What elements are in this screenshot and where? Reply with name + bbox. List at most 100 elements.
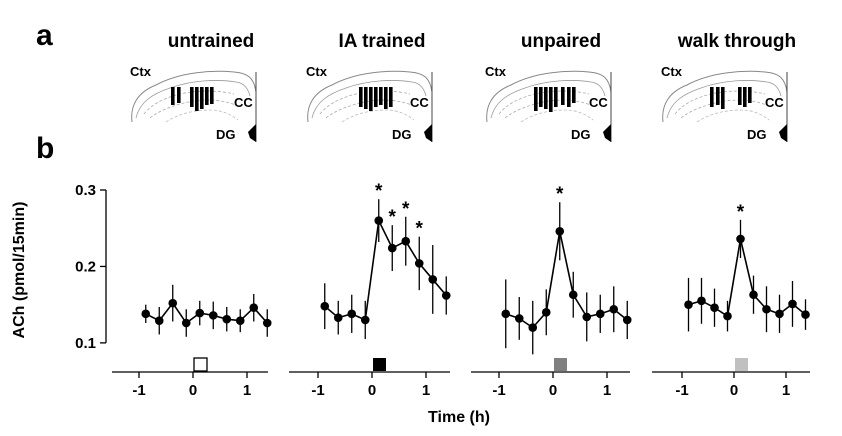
data-point xyxy=(788,299,797,309)
label-dg: DG xyxy=(747,127,767,142)
data-point xyxy=(514,314,524,323)
data-point xyxy=(710,303,719,313)
data-point xyxy=(374,216,384,225)
data-point xyxy=(723,311,732,321)
plot-area: 0.10.20.3-1 0 1 -1 0 1** **-1 0 1*-1 0 1* xyxy=(75,181,810,399)
panel-a-label: a xyxy=(36,19,53,52)
probe-track-1 xyxy=(364,87,368,109)
y-tick-label: 0.2 xyxy=(75,258,96,275)
probe-track-5 xyxy=(561,87,565,105)
cortex-layer xyxy=(666,80,782,119)
data-point xyxy=(441,291,451,300)
callosum-layer xyxy=(143,90,235,115)
data-point xyxy=(555,226,565,236)
y-axis: 0.1 0.2 0.3 xyxy=(75,182,107,352)
data-point xyxy=(568,290,578,300)
y-tick-label: 0.3 xyxy=(75,182,96,199)
probe-track-0 xyxy=(171,87,175,105)
stimulus-box xyxy=(193,357,208,372)
x-tick-label: 0 xyxy=(549,382,557,399)
significance-star: * xyxy=(389,207,397,228)
brain-diagrams: Ctx CC DG Ctx CC DG Ctx CC DG Ctx CC DG xyxy=(130,64,788,142)
significance-star: * xyxy=(737,202,745,223)
data-point xyxy=(501,309,511,319)
data-point xyxy=(622,315,632,325)
data-point xyxy=(333,313,343,322)
probe-track-5 xyxy=(384,87,388,109)
y-axis-title: ACh (pmol/15min) xyxy=(11,202,28,339)
probe-track-3 xyxy=(374,87,378,107)
panel-3: -1 0 1 * xyxy=(652,202,810,399)
x-tick-label: 0 xyxy=(730,382,738,399)
series-line-0 xyxy=(145,301,268,325)
probe-track-6 xyxy=(210,87,214,104)
label-cc: CC xyxy=(765,95,784,110)
condition-title-unpaired: unpaired xyxy=(521,31,601,52)
probe-track-2 xyxy=(721,87,725,109)
dentate-layer xyxy=(520,109,594,123)
data-point xyxy=(235,316,245,326)
data-point xyxy=(595,309,605,319)
panel-0: -1 0 1 xyxy=(112,284,272,399)
x-tick-label: -1 xyxy=(675,382,688,399)
dentate-layer xyxy=(341,109,415,123)
probe-track-3 xyxy=(738,87,742,105)
condition-title-walk-through: walk through xyxy=(677,31,796,52)
data-point xyxy=(697,296,706,306)
data-point xyxy=(181,318,191,328)
data-point xyxy=(168,298,178,308)
label-ctx: Ctx xyxy=(130,64,152,79)
significance-star: * xyxy=(416,219,424,240)
data-point xyxy=(195,308,205,318)
panel-b-label: b xyxy=(36,132,54,165)
significance-star: * xyxy=(556,184,564,205)
brain-section-2: Ctx CC DG xyxy=(485,64,612,142)
brain-outline xyxy=(486,70,612,123)
x-tick-label: 1 xyxy=(782,382,790,399)
label-cc: CC xyxy=(234,95,253,110)
callosum-layer xyxy=(319,90,411,115)
ventricle-mark xyxy=(248,124,256,142)
brain-outline xyxy=(307,70,433,123)
data-point xyxy=(387,243,397,253)
x-tick-label: 0 xyxy=(368,382,376,399)
x-tick-label: -1 xyxy=(132,382,145,399)
data-point xyxy=(762,304,771,314)
probe-track-3 xyxy=(549,87,553,112)
dentate-layer xyxy=(696,109,770,123)
label-cc: CC xyxy=(410,95,429,110)
y-tick-label: 0.1 xyxy=(75,335,96,352)
data-point xyxy=(684,300,693,309)
data-point xyxy=(262,318,272,328)
significance-star: * xyxy=(375,181,383,202)
x-tick-label: 0 xyxy=(189,382,197,399)
brain-section-3: Ctx CC DG xyxy=(661,64,788,142)
panel-1: -1 0 1** ** xyxy=(289,181,451,399)
ventricle-mark xyxy=(603,124,611,142)
probe-track-6 xyxy=(567,87,571,107)
data-point xyxy=(414,259,424,268)
hippocampus-layer xyxy=(149,99,239,119)
x-tick-label: -1 xyxy=(492,382,505,399)
hippocampus-layer xyxy=(680,99,770,119)
cortex-layer xyxy=(311,80,427,119)
series-line-2 xyxy=(505,231,628,329)
probe-track-2 xyxy=(190,87,194,107)
probe-track-1 xyxy=(177,87,181,103)
data-point xyxy=(208,311,218,320)
series-line-3 xyxy=(688,238,807,318)
x-tick-label: -1 xyxy=(311,382,324,399)
condition-title-untrained: untrained xyxy=(168,31,255,52)
brain-section-1: Ctx CC DG xyxy=(306,64,433,142)
brain-section-0: Ctx CC DG xyxy=(130,64,257,142)
label-dg: DG xyxy=(216,127,236,142)
probe-track-2 xyxy=(544,87,548,109)
ventricle-mark xyxy=(424,124,432,142)
stimulus-box xyxy=(554,358,567,371)
x-tick-label: 1 xyxy=(243,382,251,399)
probe-track-1 xyxy=(716,87,720,105)
dentate-layer xyxy=(165,109,239,123)
significance-star: * xyxy=(402,199,410,220)
probe-track-0 xyxy=(710,87,714,107)
